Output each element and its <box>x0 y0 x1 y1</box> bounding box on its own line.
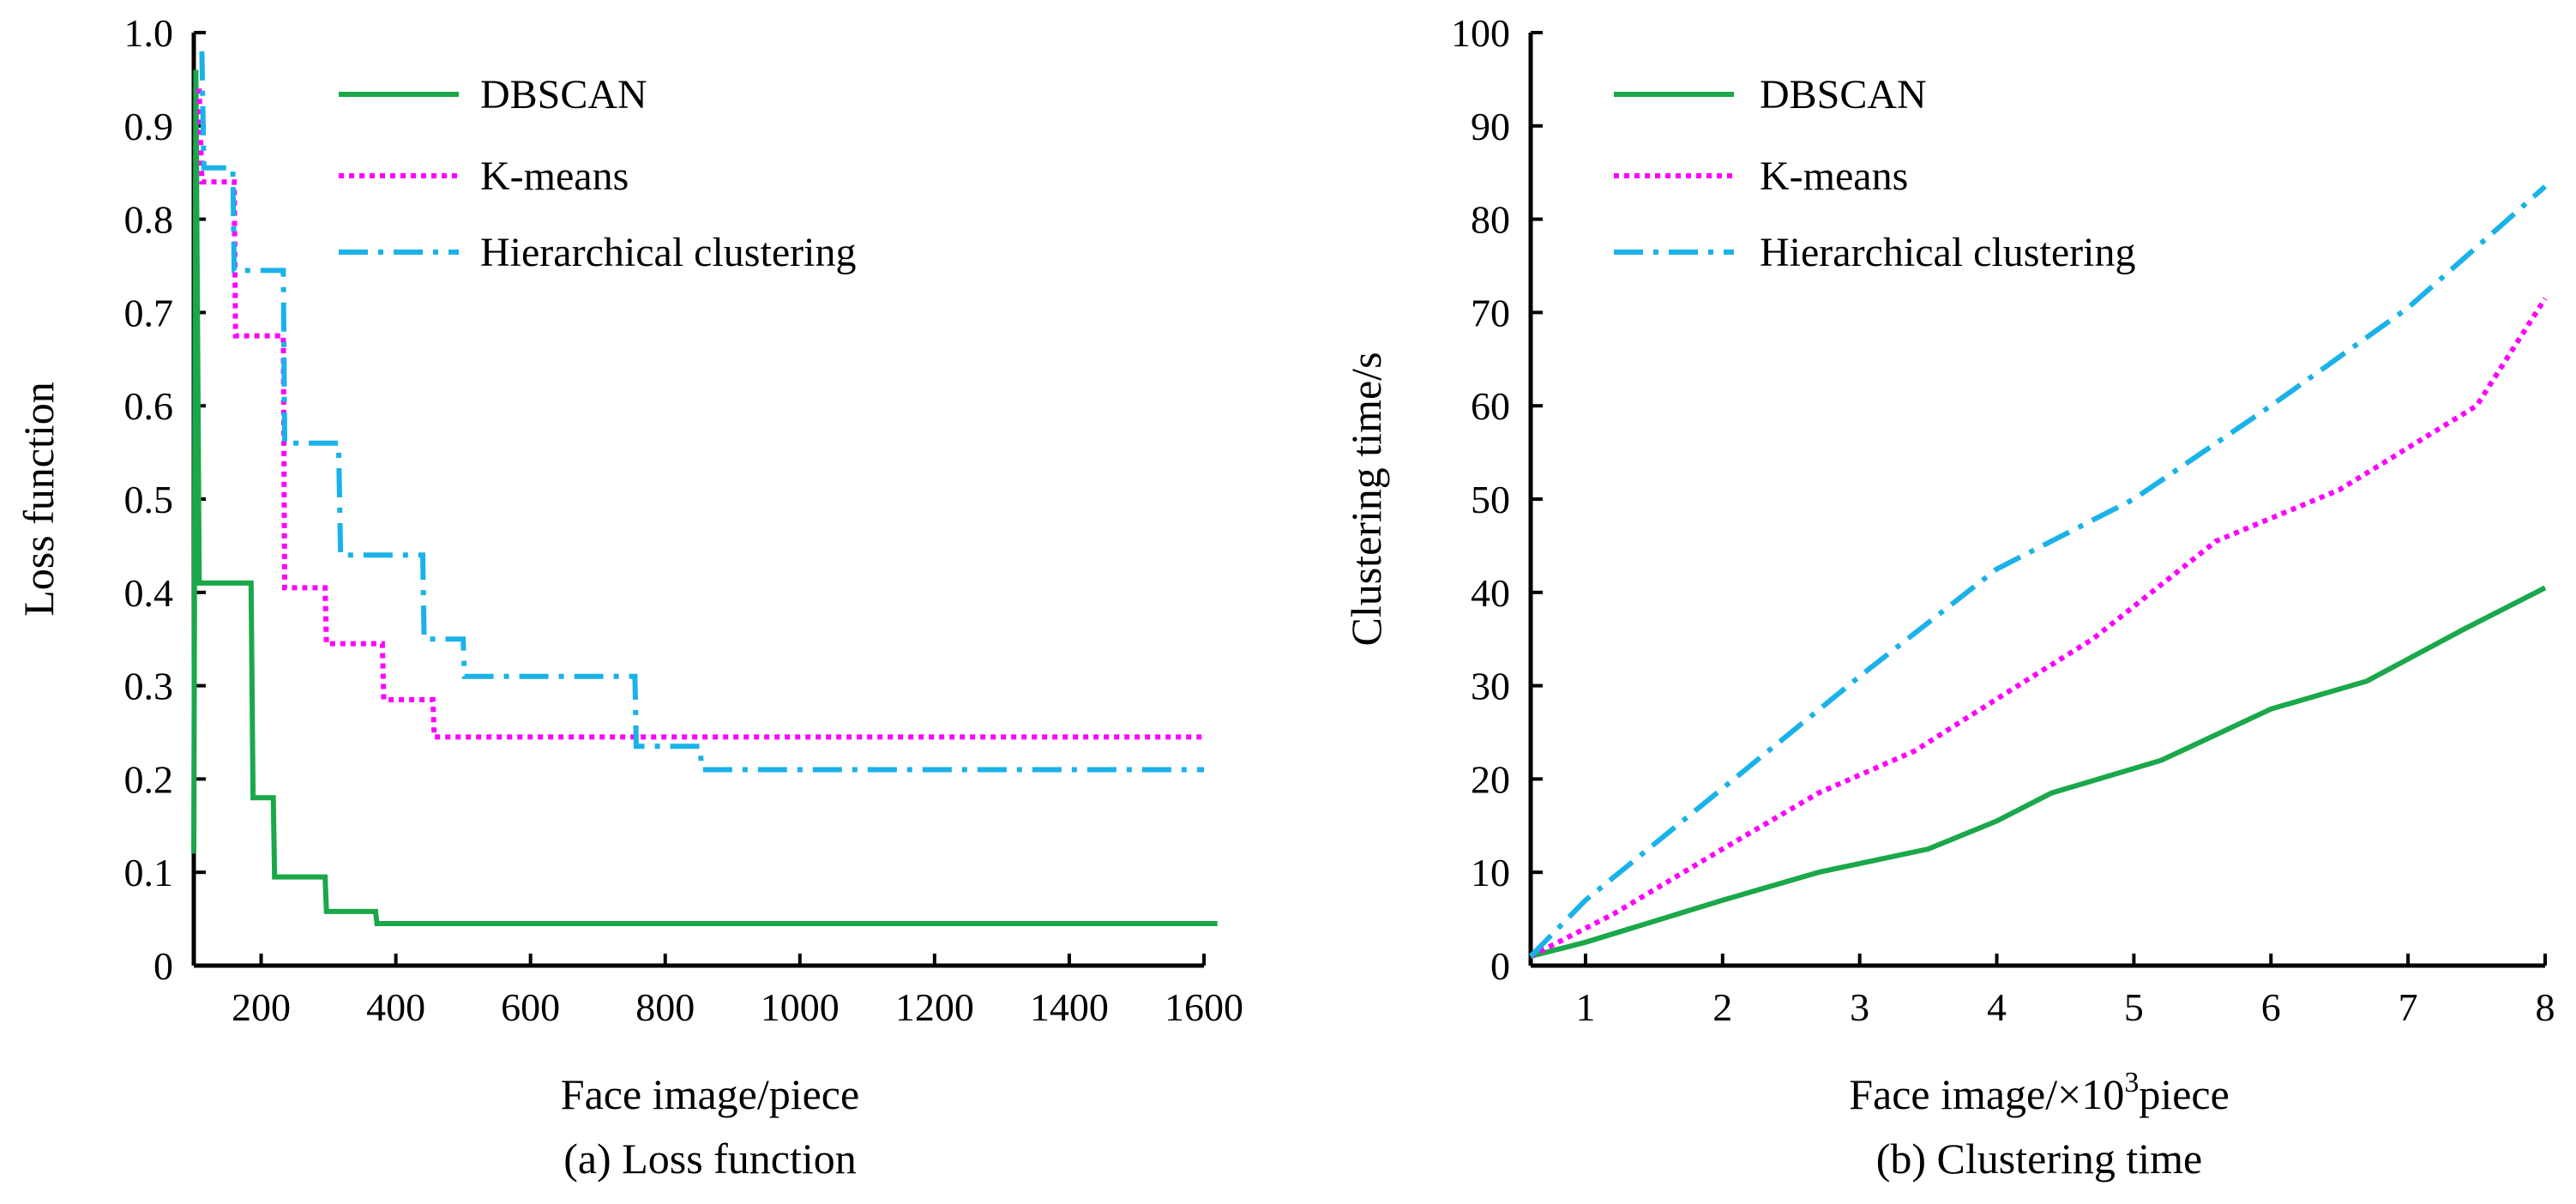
x-tick-label: 1200 <box>895 985 974 1029</box>
y-tick-label: 1.0 <box>124 11 174 55</box>
y-tick-label: 100 <box>1451 11 1510 55</box>
y-tick-label: 0.7 <box>124 291 174 334</box>
y-tick-label: 0 <box>1490 944 1510 988</box>
legend-label-hierarchical: Hierarchical clustering <box>480 230 856 275</box>
series-line-dbscan <box>191 69 1218 926</box>
loss-axes <box>191 33 1204 968</box>
time-axes <box>1528 33 2545 968</box>
y-tick-label: 50 <box>1471 478 1510 521</box>
clustering-time-panel: 0 10 20 30 40 50 60 70 80 90 100 1 2 3 4 5 6 7 8 DBSCAN K-… <box>1342 11 2555 1183</box>
x-tick-label: 7 <box>2398 985 2418 1029</box>
x-tick-label: 400 <box>366 985 425 1029</box>
series-line-k-means <box>1529 297 2548 959</box>
time-caption: (b) Clustering time <box>1876 1135 2203 1183</box>
y-tick-label: 40 <box>1471 571 1510 615</box>
y-tick-label: 0 <box>153 944 173 988</box>
x-tick-label: 8 <box>2536 985 2555 1029</box>
series-line-k-means <box>196 88 1204 740</box>
x-tick-label: 200 <box>232 985 291 1029</box>
y-tick-label: 0.2 <box>124 757 174 801</box>
x-tick-label: 1 <box>1575 985 1595 1029</box>
y-tick-label: 0.5 <box>124 478 174 521</box>
loss-function-panel: 0 0.1 0.2 0.3 0.4 0.5 0.6 0.7 0.8 0.9 1.0 200 400 600… <box>15 11 1243 1183</box>
legend-label-kmeans: K-means <box>480 154 629 199</box>
y-tick-label: 0.6 <box>124 384 174 428</box>
x-tick-label: 600 <box>501 985 560 1029</box>
y-tick-label: 30 <box>1471 665 1510 708</box>
y-tick-label: 0.3 <box>124 665 174 708</box>
time-y-axis-title: Clustering time/s <box>1342 352 1390 646</box>
loss-x-axis-title: Face image/piece <box>561 1070 859 1118</box>
x-tick-label: 1400 <box>1030 985 1109 1029</box>
legend-label-hierarchical: Hierarchical clustering <box>1760 230 2135 275</box>
x-tick-label: 4 <box>1987 985 2007 1029</box>
x-tick-label: 3 <box>1850 985 1869 1029</box>
time-legend: DBSCAN K-means Hierarchical clustering <box>1614 72 2135 275</box>
x-tick-label: 5 <box>2124 985 2144 1029</box>
loss-legend: DBSCAN K-means Hierarchical clustering <box>339 72 856 275</box>
series-line-hierarchical-clustering <box>1528 184 2547 959</box>
y-tick-label: 0.1 <box>124 851 174 894</box>
y-tick-label: 80 <box>1471 198 1510 242</box>
y-tick-label: 60 <box>1471 384 1510 428</box>
y-tick-label: 0.8 <box>124 198 174 242</box>
x-tick-label: 1600 <box>1165 985 1243 1029</box>
series-line-hierarchical-clustering <box>199 51 1204 773</box>
series-line-dbscan <box>1530 585 2547 960</box>
y-tick-label: 90 <box>1471 105 1510 148</box>
loss-y-axis-title: Loss function <box>15 382 63 617</box>
y-tick-label: 0.4 <box>124 571 174 615</box>
legend-label-dbscan: DBSCAN <box>480 72 647 117</box>
y-tick-label: 20 <box>1471 757 1510 801</box>
time-x-axis-title: Face image/×103piece <box>1849 1067 2230 1118</box>
loss-caption: (a) Loss function <box>563 1135 857 1183</box>
x-tick-label: 6 <box>2261 985 2281 1029</box>
legend-label-kmeans: K-means <box>1760 154 1908 199</box>
x-tick-label: 800 <box>635 985 695 1029</box>
y-tick-label: 70 <box>1471 291 1510 334</box>
y-tick-label: 10 <box>1471 851 1510 894</box>
x-tick-label: 2 <box>1712 985 1732 1029</box>
legend-label-dbscan: DBSCAN <box>1760 72 1927 117</box>
y-tick-label: 0.9 <box>124 105 174 148</box>
x-tick-label: 1000 <box>761 985 840 1029</box>
